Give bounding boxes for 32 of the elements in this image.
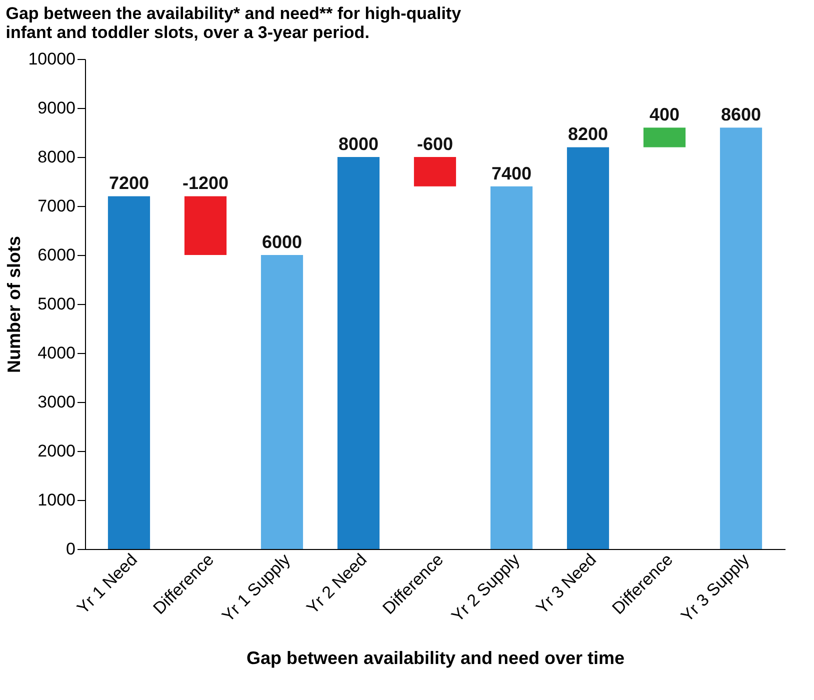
y-tick-label: 10000 [28,50,76,68]
bar [414,157,456,186]
y-tick-label: 1000 [38,490,76,510]
y-tick-label: 8000 [38,148,76,166]
y-tick-label: 7000 [38,196,76,216]
data-label: 7200 [108,173,150,194]
chart-title: Gap between the availability* and need** for high-quality infant and toddler slots, over a 3-year period. [6,4,462,42]
y-tick-label: 2000 [38,442,76,460]
data-label: 7400 [491,163,532,184]
y-axis-title: Number of slots [4,236,24,374]
y-tick-label: 3000 [38,392,76,412]
data-label: 8000 [338,134,379,154]
y-tick-label: 9000 [38,98,76,118]
data-label: -1200 [182,173,229,194]
data-label: -600 [416,134,454,154]
y-tick-label: 4000 [38,344,76,362]
data-label: 8200 [568,124,608,144]
bar [643,128,686,148]
bar [720,128,762,549]
data-label: 400 [649,104,680,125]
data-label: 8600 [720,104,762,125]
data-label: 6000 [262,232,302,252]
bar [566,147,610,549]
bar [108,196,150,549]
y-tick-label: 6000 [38,246,76,264]
bar [260,255,304,549]
y-tick-label: 0 [66,540,76,558]
y-tick-label: 5000 [38,294,76,314]
bar [184,196,227,255]
bar [337,157,380,549]
x-axis-title: Gap between availability and need over time [246,648,625,668]
bar [490,186,533,549]
